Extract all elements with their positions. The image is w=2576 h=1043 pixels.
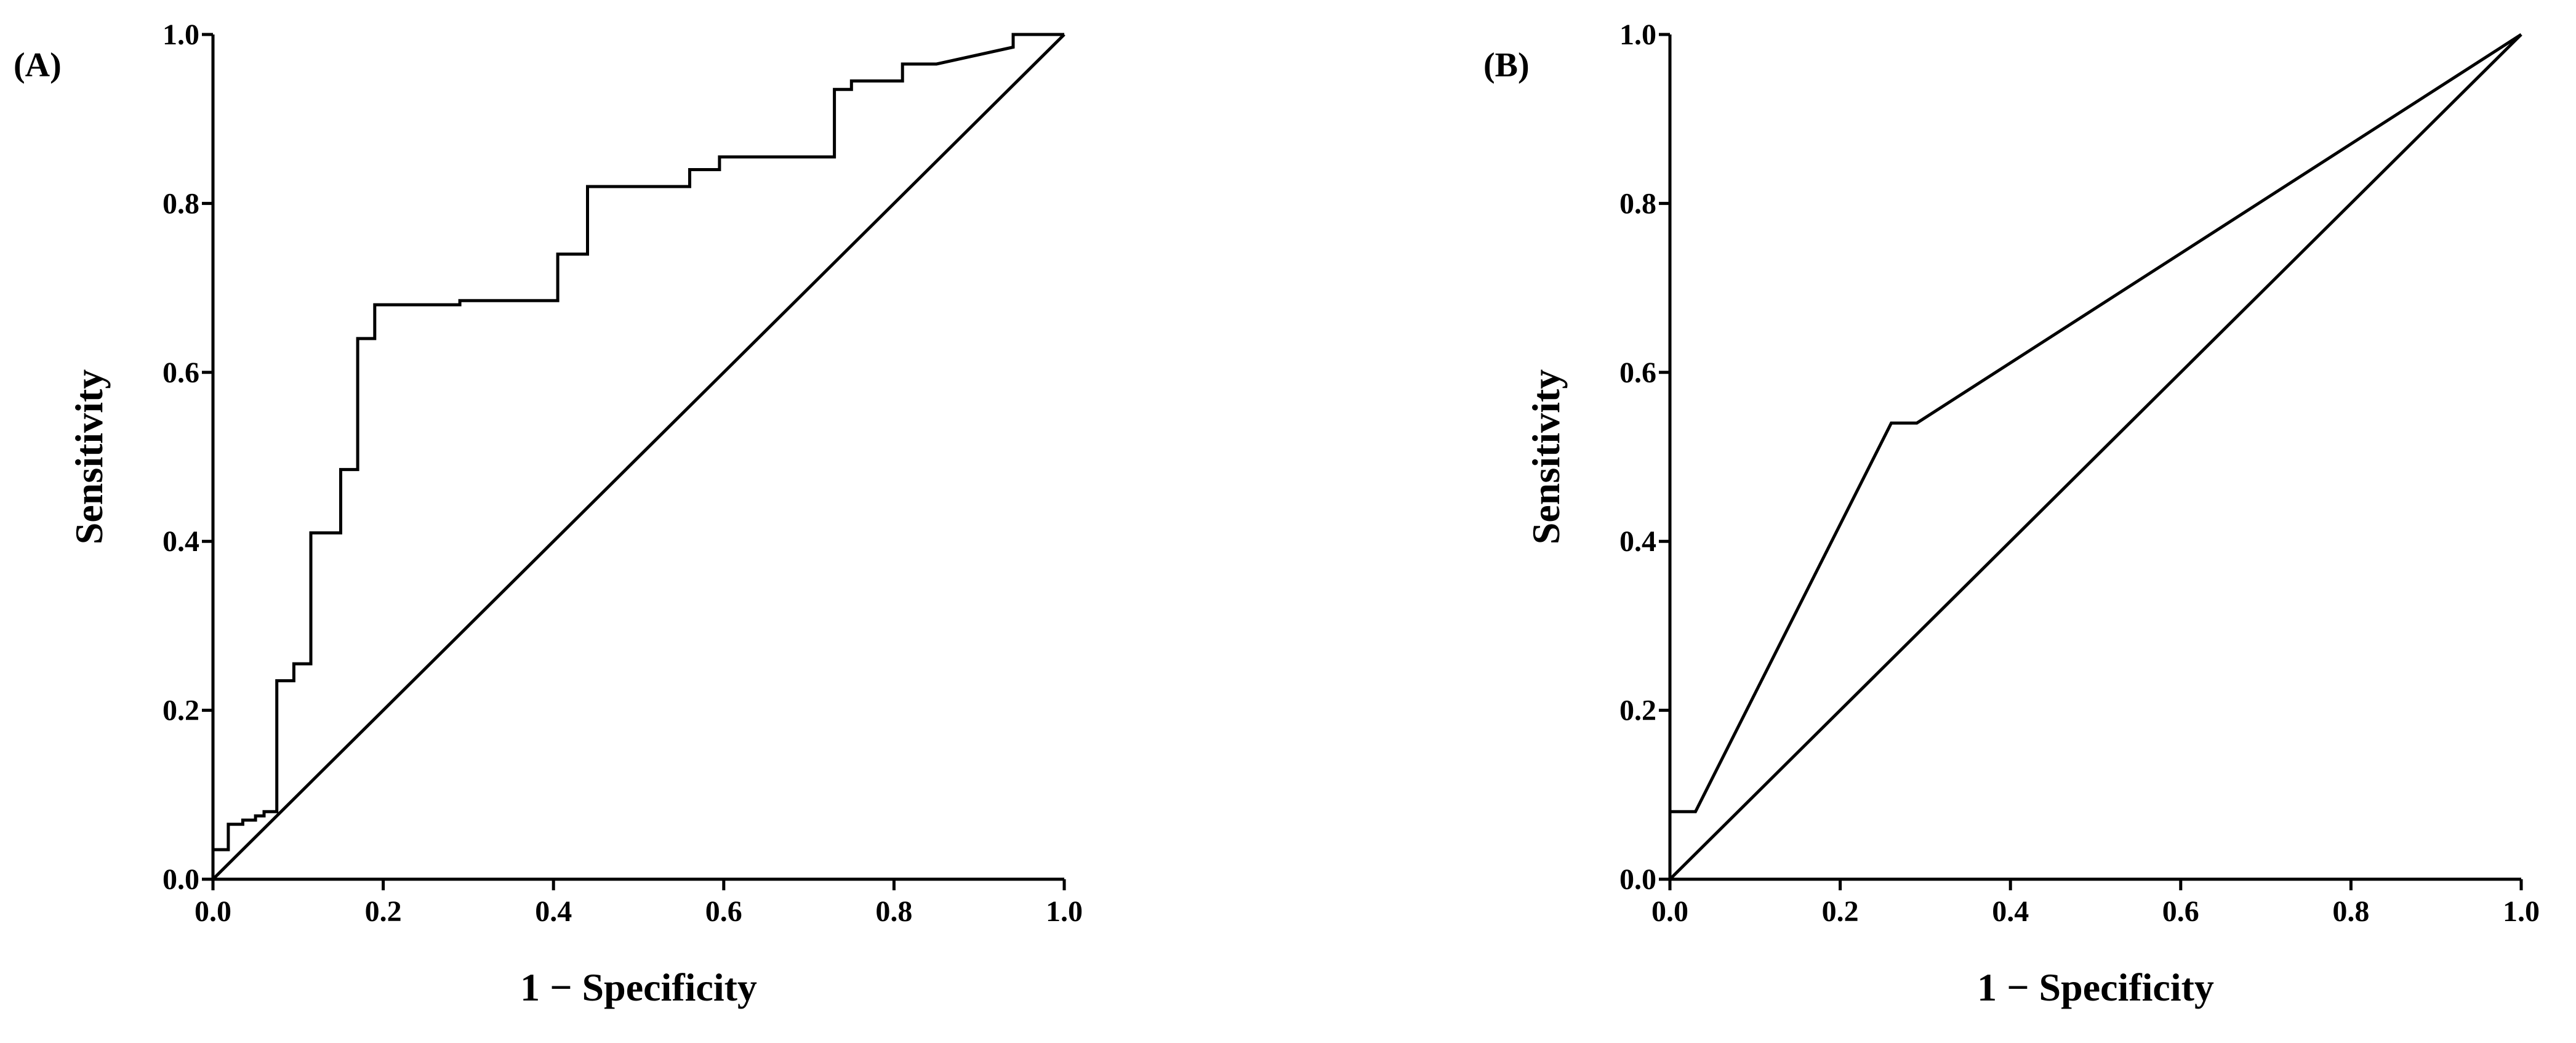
y-tick-label: 1.0: [163, 18, 199, 51]
x-tick-label: 0.0: [195, 895, 231, 928]
x-axis-title: 1 − Specificity: [1977, 965, 2214, 1009]
y-tick-label: 1.0: [1619, 18, 1656, 51]
x-tick-label: 0.0: [1651, 895, 1688, 928]
y-axis-title: Sensitivity: [67, 369, 111, 544]
x-tick-label: 0.4: [1992, 895, 2029, 928]
y-tick-label: 0.6: [1619, 356, 1656, 389]
roc-curve-line: [1668, 33, 2522, 879]
y-tick-label: 0.8: [163, 187, 199, 220]
y-tick-label: 0.0: [1619, 863, 1656, 896]
panel-a: 0.0 0.2 0.4 0.6 0.8 1.0 0.0 0.2 0.4 0.6 0.8 1.0 (A) S…: [14, 18, 1083, 1009]
y-tick-label: 0.4: [1619, 525, 1656, 558]
reference-diagonal-line: [1669, 33, 2522, 880]
y-tick-label: 0.2: [163, 695, 199, 727]
x-tick-label: 0.8: [875, 895, 912, 928]
x-tick-label: 1.0: [1046, 895, 1083, 928]
x-axis-title: 1 − Specificity: [520, 965, 757, 1009]
reference-diagonal-line: [212, 33, 1065, 880]
x-tick-label: 1.0: [2503, 895, 2540, 928]
x-tick-label: 0.2: [1822, 895, 1859, 928]
y-tick-label: 0.4: [163, 525, 199, 558]
panel-label: (A): [14, 46, 62, 84]
x-tick-label: 0.6: [705, 895, 742, 928]
y-axis-title: Sensitivity: [1524, 369, 1568, 544]
y-tick-label: 0.2: [1619, 695, 1656, 727]
x-tick-label: 0.2: [365, 895, 402, 928]
x-tick-label: 0.8: [2332, 895, 2369, 928]
x-tick-label: 0.6: [2162, 895, 2199, 928]
x-tick-label: 0.4: [535, 895, 572, 928]
panel-label: (B): [1483, 46, 1530, 84]
panel-b: 0.0 0.2 0.4 0.6 0.8 1.0 0.0 0.2 0.4 0.6 0.8 1.0 (B) S…: [1483, 18, 2540, 1009]
y-tick-label: 0.6: [163, 356, 199, 389]
roc-curve-line: [211, 33, 1064, 879]
y-tick-label: 0.0: [163, 863, 199, 896]
y-tick-label: 0.8: [1619, 187, 1656, 220]
